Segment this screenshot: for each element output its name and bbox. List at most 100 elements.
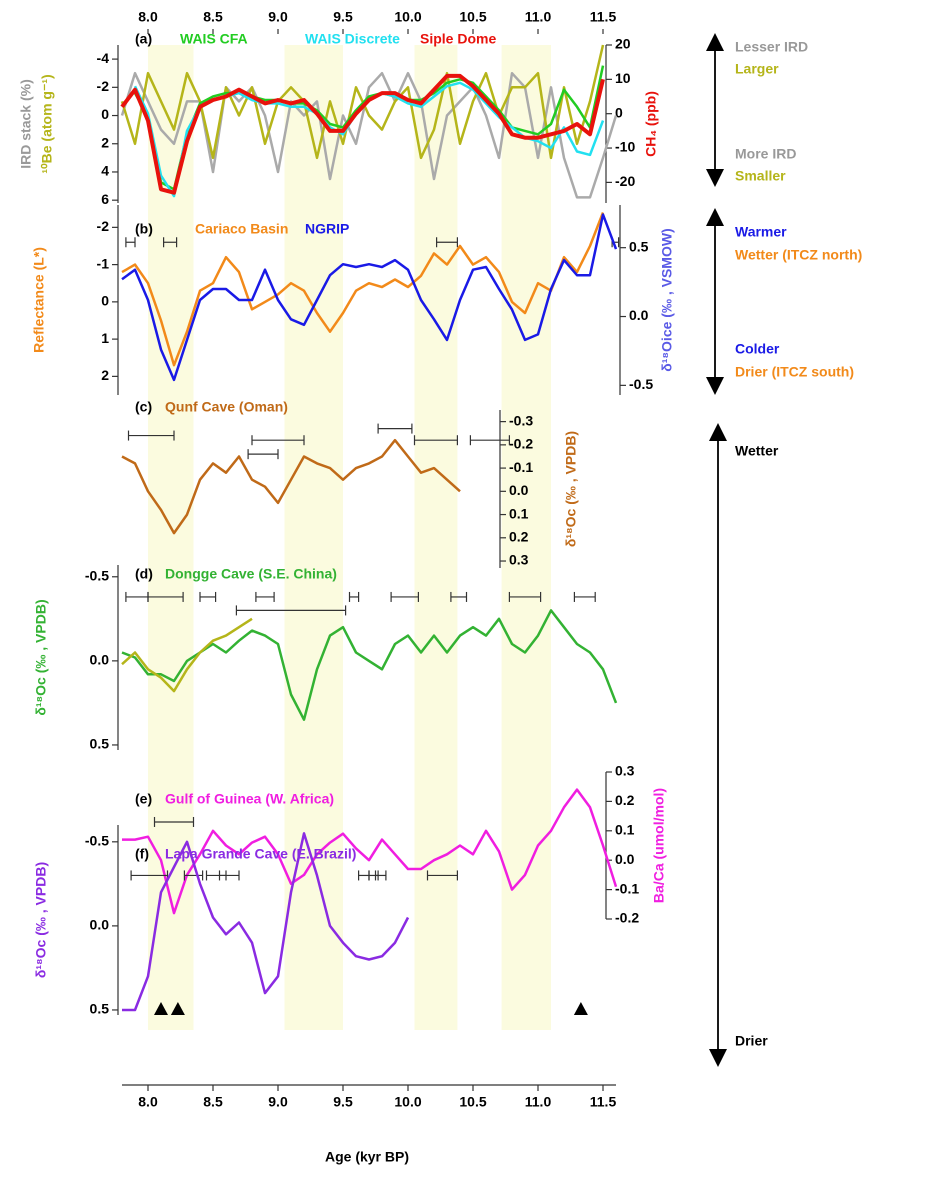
y-tick-label: 0.5 xyxy=(90,736,110,752)
x-tick-label: 10.5 xyxy=(459,1094,486,1110)
x-tick-label: 9.5 xyxy=(333,9,353,25)
data-line xyxy=(121,617,253,693)
marker-triangle xyxy=(170,1002,185,1015)
y2-tick-label: -0.2 xyxy=(615,910,639,926)
data-line xyxy=(120,44,605,160)
data-line xyxy=(121,213,618,382)
panel-title: Qunf Cave (Oman) xyxy=(165,399,288,415)
y-axis-title: IRD stack (%) xyxy=(18,79,34,168)
y-tick-label: 0.5 xyxy=(90,1001,110,1017)
x-tick-label: 8.0 xyxy=(138,9,158,25)
y-tick-label: -1 xyxy=(97,255,110,271)
x-tick-label: 11.5 xyxy=(590,1094,617,1110)
legend-entry: Cariaco Basin xyxy=(195,221,288,237)
panel-title: Dongge Cave (S.E. China) xyxy=(165,566,337,582)
y-tick-label: 2 xyxy=(101,367,109,383)
y2-tick-label: -10 xyxy=(615,139,635,155)
data-line xyxy=(121,212,605,367)
y-tick-label: 0 xyxy=(101,106,109,122)
panel-title: Gulf of Guinea (W. Africa) xyxy=(165,791,334,807)
data-line xyxy=(122,788,618,915)
annotation: Wetter xyxy=(735,443,779,459)
panel-label: (f) xyxy=(135,846,149,862)
y2-tick-label: 0.3 xyxy=(509,552,529,568)
y2-tick-label: -0.5 xyxy=(629,376,653,392)
marker-triangle xyxy=(573,1002,588,1015)
shaded-interval xyxy=(414,45,458,1030)
y2-tick-label: -20 xyxy=(615,173,635,189)
panel-label: (e) xyxy=(135,791,152,807)
y-tick-label: 0.0 xyxy=(90,652,110,668)
y-tick-label: -2 xyxy=(97,78,110,94)
panel-label: (d) xyxy=(135,566,153,582)
y2-tick-label: -0.2 xyxy=(509,436,533,452)
y-tick-label: 4 xyxy=(101,163,109,179)
y-tick-label: 0.0 xyxy=(90,917,110,933)
y-tick-label: -2 xyxy=(97,218,110,234)
x-tick-label: 10.0 xyxy=(394,1094,421,1110)
y2-tick-label: 0.0 xyxy=(509,482,529,498)
y2-tick-label: 0.2 xyxy=(615,792,635,808)
x-tick-label: 11.0 xyxy=(525,9,552,25)
y2-tick-label: 0.2 xyxy=(509,528,529,544)
y-tick-label: 0 xyxy=(101,293,109,309)
shaded-interval xyxy=(501,45,551,1030)
panel-label: (a) xyxy=(135,31,152,47)
x-tick-label: 9.5 xyxy=(333,1094,353,1110)
data-line xyxy=(120,73,605,195)
annotation: Warmer xyxy=(735,224,787,240)
marker-triangle xyxy=(154,1002,168,1015)
annotation: More IRD xyxy=(735,146,796,162)
y-axis-title: δ¹⁸Oc (‰ , VPDB) xyxy=(563,431,579,547)
y2-tick-label: -0.1 xyxy=(615,880,639,896)
data-line xyxy=(122,832,410,1012)
x-tick-label: 11.5 xyxy=(590,9,617,25)
x-tick-label: 10.5 xyxy=(459,9,486,25)
y2-tick-label: 0.1 xyxy=(615,822,635,838)
x-tick-label: 11.0 xyxy=(525,1094,552,1110)
y-tick-label: 1 xyxy=(101,330,109,346)
shaded-interval xyxy=(148,45,194,1030)
y2-tick-label: 0.0 xyxy=(629,307,649,323)
y-tick-label: 6 xyxy=(101,191,109,207)
x-tick-label: 8.0 xyxy=(138,1094,158,1110)
y2-tick-label: -0.3 xyxy=(509,412,533,428)
y-axis-title: CH₄ (ppb) xyxy=(643,91,659,157)
y-tick-label: -0.5 xyxy=(85,833,109,849)
annotation: Drier (ITCZ south) xyxy=(735,364,854,380)
x-tick-label: 8.5 xyxy=(203,9,223,25)
x-tick-label: 9.0 xyxy=(268,9,288,25)
x-tick-label: 10.0 xyxy=(394,9,421,25)
data-line xyxy=(133,65,605,191)
x-axis-title: Age (kyr BP) xyxy=(325,1149,409,1165)
annotation: Colder xyxy=(735,341,780,357)
y-axis-title: δ¹⁸Oc (‰ , VPDB) xyxy=(33,862,49,978)
y2-tick-label: 10 xyxy=(615,70,631,86)
y-axis-title: Ba/Ca (umol/mol) xyxy=(651,788,667,903)
y-tick-label: -0.5 xyxy=(85,567,109,583)
y2-tick-label: 0.1 xyxy=(509,505,529,521)
y-axis-title: δ¹⁸Oice (‰ , VSMOW) xyxy=(659,228,675,371)
annotation: Wetter (ITCZ north) xyxy=(735,247,862,263)
annotation: Drier xyxy=(735,1033,768,1049)
y-axis-title: δ¹⁸Oc (‰ , VPDB) xyxy=(33,599,49,715)
legend-entry: WAIS Discrete xyxy=(305,31,400,47)
y2-tick-label: 0.5 xyxy=(629,238,649,254)
annotation: Smaller xyxy=(735,168,786,184)
y-tick-label: 2 xyxy=(101,134,109,150)
annotation: Lesser IRD xyxy=(735,39,808,55)
panel-label: (c) xyxy=(135,399,152,415)
annotation: Larger xyxy=(735,61,779,77)
legend-entry: NGRIP xyxy=(305,221,349,237)
y2-tick-label: 0 xyxy=(615,104,623,120)
legend-entry: Siple Dome xyxy=(420,31,496,47)
x-tick-label: 9.0 xyxy=(268,1094,288,1110)
data-line xyxy=(121,438,461,535)
y-axis-title: ¹⁰Be (atom g⁻¹) xyxy=(39,74,55,173)
x-tick-label: 8.5 xyxy=(203,1094,223,1110)
legend-entry: WAIS CFA xyxy=(180,31,248,47)
y2-tick-label: 0.0 xyxy=(615,851,635,867)
y-tick-label: -4 xyxy=(97,50,110,66)
y2-tick-label: 0.3 xyxy=(615,763,635,779)
